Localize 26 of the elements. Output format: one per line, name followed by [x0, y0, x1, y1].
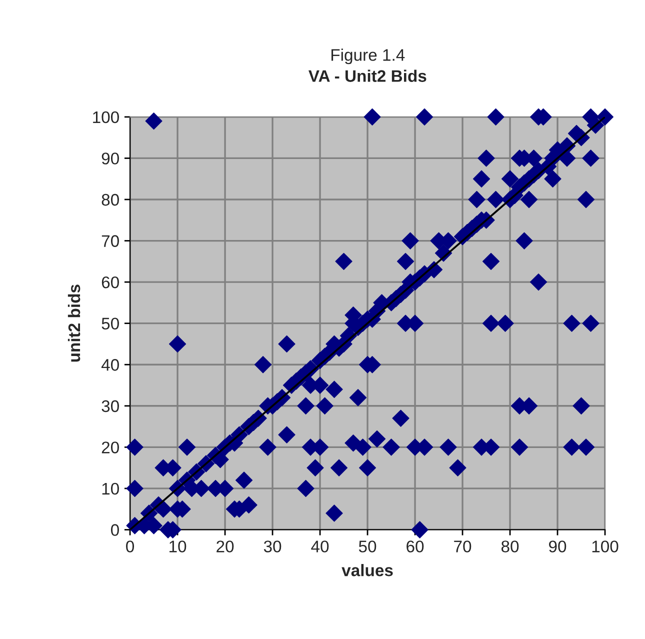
y-tick-label: 90 [102, 152, 119, 164]
y-tick-label: 30 [102, 400, 119, 412]
chart-title: Figure 1.4 [332, 48, 405, 64]
x-tick-label: 100 [592, 540, 618, 552]
y-tick-label: 60 [102, 276, 119, 288]
x-tick-label: 10 [170, 540, 186, 552]
x-tick-label: 20 [216, 540, 234, 552]
x-tick-label: 80 [501, 540, 519, 552]
y-tick-label: 50 [102, 318, 119, 330]
x-axis-title: values [342, 564, 393, 576]
x-tick-label: 40 [311, 540, 329, 552]
x-tick-label: 30 [264, 540, 282, 552]
y-tick-label: 40 [101, 359, 119, 371]
y-tick-label: 0 [111, 524, 119, 536]
y-tick-label: 100 [93, 111, 119, 124]
y-tick-label: 70 [102, 235, 119, 247]
x-tick-label: 70 [454, 540, 472, 552]
y-tick-label: 10 [102, 482, 119, 495]
chart-subtitle: VA - Unit2 Bids [308, 70, 426, 82]
x-tick-label: 90 [549, 540, 566, 552]
x-tick-label: 60 [406, 540, 424, 552]
x-tick-label: 0 [126, 540, 134, 552]
y-axis-title: unit2 bids [68, 284, 80, 362]
y-tick-label: 20 [102, 442, 119, 454]
x-tick-label: 50 [358, 540, 376, 552]
y-tick-label: 80 [102, 194, 119, 206]
